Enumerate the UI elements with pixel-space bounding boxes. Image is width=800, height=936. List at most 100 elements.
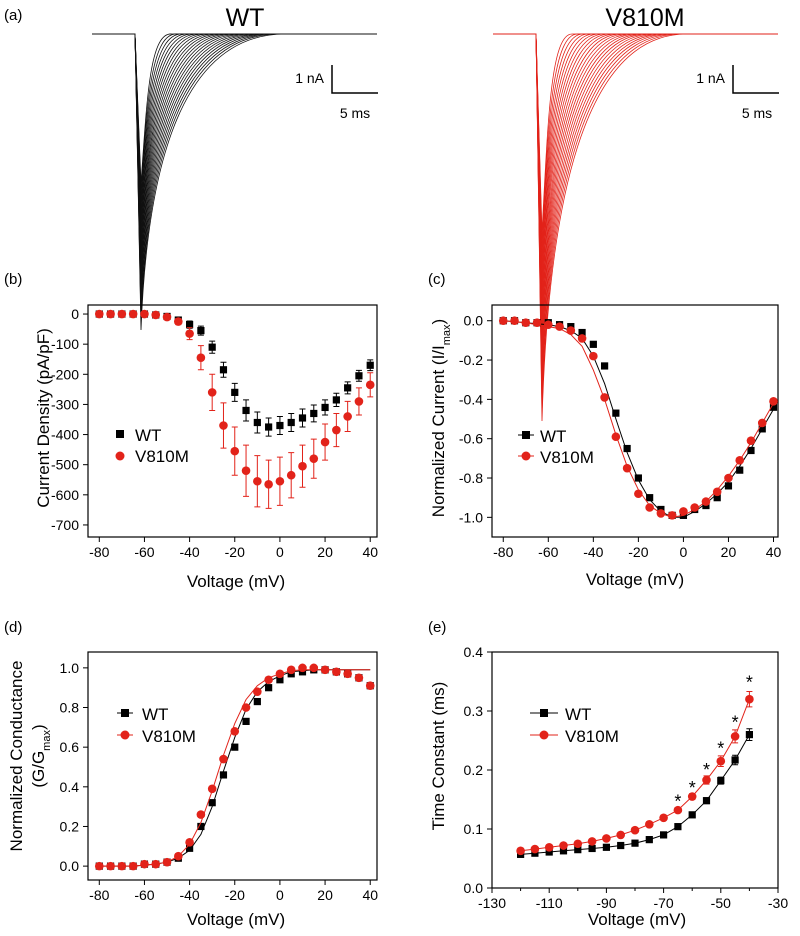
data-point xyxy=(712,487,722,497)
current-trace xyxy=(493,33,778,422)
panel-d-ylabel-sub: max xyxy=(41,730,53,751)
data-point xyxy=(577,334,587,343)
data-point xyxy=(631,839,639,847)
series-wt xyxy=(517,728,753,858)
panel-b-xlabel: Voltage (mV) xyxy=(187,572,285,591)
data-point xyxy=(612,409,620,417)
current-trace xyxy=(493,33,778,395)
x-tick-label: -20 xyxy=(628,544,648,560)
data-point xyxy=(276,676,284,684)
data-point xyxy=(298,663,307,673)
data-point xyxy=(320,437,330,447)
data-point xyxy=(731,756,739,764)
current-trace xyxy=(92,33,377,282)
data-point xyxy=(746,436,756,445)
legend-wt-label: WT xyxy=(540,427,566,446)
data-point xyxy=(634,474,642,482)
data-point xyxy=(747,446,755,455)
wt-scale-current-label: 1 nA xyxy=(295,70,324,86)
data-point xyxy=(616,830,625,840)
panel-d-normalized-conductance: (d) Normalized Conductance (G/Gmax) Volt… xyxy=(4,619,378,929)
data-point xyxy=(332,667,341,677)
x-tick-label: -60 xyxy=(538,544,558,560)
current-trace xyxy=(92,33,377,331)
data-point xyxy=(589,351,598,361)
data-point xyxy=(602,843,610,851)
data-point xyxy=(366,361,374,369)
panel-c-tag: (c) xyxy=(428,271,446,288)
data-point xyxy=(730,732,740,741)
data-point xyxy=(574,846,582,854)
data-point xyxy=(645,503,654,512)
y-tick-label: 0.3 xyxy=(464,703,484,719)
data-point xyxy=(724,473,733,483)
legend-v810m-label: V810M xyxy=(135,447,189,466)
x-tick-label: -40 xyxy=(179,887,199,903)
data-point xyxy=(566,326,576,335)
x-tick-label: -80 xyxy=(493,544,513,560)
data-point xyxy=(687,792,697,801)
panel-d-ylabel-line1: Normalized Conductance xyxy=(7,661,26,852)
data-point xyxy=(196,810,206,819)
data-point xyxy=(253,418,261,427)
data-point xyxy=(510,316,519,326)
data-point xyxy=(174,317,183,326)
data-point xyxy=(630,825,640,835)
current-trace xyxy=(493,33,778,332)
data-point xyxy=(128,861,138,871)
data-point xyxy=(276,421,284,430)
panel-d-tag: (d) xyxy=(4,619,22,636)
current-trace xyxy=(493,33,778,404)
y-tick-label: -700 xyxy=(51,517,79,533)
legend-wt-label: WT xyxy=(135,426,161,445)
data-point xyxy=(106,309,115,319)
panel-c-legend: WT V810M xyxy=(518,427,594,467)
data-point xyxy=(602,834,611,843)
data-point xyxy=(321,403,329,412)
data-point xyxy=(735,456,745,465)
data-point xyxy=(207,388,217,397)
data-point xyxy=(230,727,240,736)
data-point xyxy=(241,703,251,712)
x-tick-label: -20 xyxy=(225,887,245,903)
legend-v810m-label: V810M xyxy=(142,727,196,746)
panel-d-ylabel-line2: (G/Gmax) xyxy=(29,724,53,787)
current-trace xyxy=(92,33,377,310)
data-point xyxy=(264,479,273,489)
current-trace xyxy=(493,33,778,413)
series-v810m xyxy=(516,691,754,856)
x-tick-label: 20 xyxy=(721,544,737,560)
data-point xyxy=(174,851,183,861)
legend-v810m-marker xyxy=(120,730,130,740)
data-point xyxy=(769,403,778,411)
series-line xyxy=(520,734,750,855)
y-tick-label: 0.6 xyxy=(60,739,80,755)
wt-current-traces xyxy=(92,33,377,331)
data-point xyxy=(659,813,668,823)
data-point xyxy=(701,497,711,506)
data-point xyxy=(521,318,531,327)
significance-star: * xyxy=(674,792,681,812)
data-point xyxy=(673,805,683,815)
current-trace xyxy=(92,33,377,289)
panel-c-ylabel-main: Normalized Current (I/I xyxy=(429,345,448,517)
significance-star: * xyxy=(703,760,710,780)
panel-d-ylabel-end: ) xyxy=(29,724,48,730)
data-point xyxy=(600,362,609,370)
x-tick-label: -20 xyxy=(225,544,245,560)
data-point xyxy=(309,663,319,673)
data-point xyxy=(298,414,307,422)
wt-scale-bar: 1 nA 5 ms xyxy=(295,65,378,121)
data-point xyxy=(544,842,554,852)
series-v810m xyxy=(94,309,375,509)
data-point xyxy=(543,320,553,329)
panel-c-ylabel-sub: max xyxy=(441,324,453,345)
legend-v810m-label: V810M xyxy=(540,448,594,467)
data-point xyxy=(185,329,194,338)
current-trace xyxy=(92,33,377,261)
current-trace xyxy=(92,33,377,247)
data-point xyxy=(197,327,205,335)
data-point xyxy=(611,432,621,442)
current-trace xyxy=(493,33,778,341)
